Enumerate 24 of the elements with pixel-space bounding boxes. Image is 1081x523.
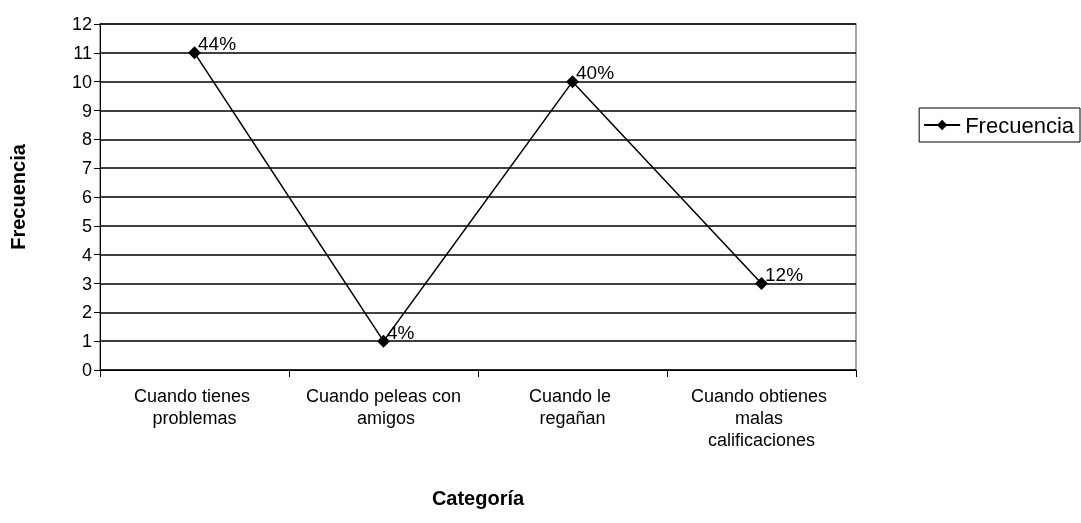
point <box>755 277 768 290</box>
y-tick-label: 10 <box>71 71 92 92</box>
y-axis-title: Frecuencia <box>7 143 29 250</box>
y-tick-label: 0 <box>81 360 92 380</box>
y-tick-label: 11 <box>73 42 92 63</box>
y-tick-label: 7 <box>81 158 92 179</box>
y-tick-label: 12 <box>71 14 92 34</box>
y-tick-label: 4 <box>81 244 92 265</box>
x-tick-label: Cuando obtienes malas calificaciones <box>690 386 833 450</box>
y-tick-label: 9 <box>81 100 92 121</box>
y-tick-label: 3 <box>81 273 92 294</box>
x-axis-title: Categoría <box>431 487 525 509</box>
x-tick-label: Cuando tienes problemas <box>133 386 256 428</box>
y-tick-label: 2 <box>81 302 92 323</box>
y-tick-label: 5 <box>81 215 92 236</box>
annotation: 12% <box>765 264 804 285</box>
y-tick-label: 6 <box>81 187 92 207</box>
x-tick-label: Cuando le regañan <box>528 386 617 428</box>
y-tick-label: 1 <box>81 331 92 352</box>
legend-label: Frecuencia <box>965 112 1075 138</box>
annotation: 44% <box>198 33 237 55</box>
x-tick-label: Cuando peleas con amigos <box>305 386 462 428</box>
annotation: 40% <box>576 62 615 84</box>
y-tick-label: 8 <box>81 129 92 150</box>
